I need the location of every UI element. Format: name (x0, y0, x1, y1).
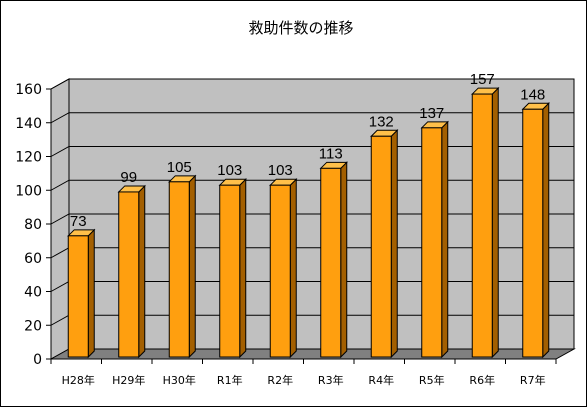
bar-side (542, 102, 550, 359)
gridline (50, 213, 574, 225)
bar-side (87, 228, 95, 359)
plot-area: 0 20 40 60 80 100 120 140 160 73 H28年 99 H29年 105 H30年… (15, 71, 576, 387)
data-label: 132 (369, 113, 394, 130)
data-label: 103 (268, 162, 293, 179)
y-tick-label: 40 (24, 285, 42, 301)
gridline (50, 146, 574, 157)
y-tick-label: 20 (24, 318, 42, 334)
bar (370, 135, 392, 358)
x-tick-label: R7年 (520, 373, 546, 387)
data-label: 73 (70, 213, 87, 230)
bar (168, 181, 190, 358)
data-label: 148 (520, 86, 545, 103)
bar-side (390, 129, 398, 359)
data-label: 99 (120, 169, 137, 186)
data-label: 105 (167, 159, 192, 176)
bar (522, 108, 544, 358)
y-tick-label: 160 (15, 82, 42, 98)
bar (269, 184, 291, 358)
x-tick-label: R6年 (469, 373, 495, 387)
bar-side (138, 184, 146, 359)
x-tick-label: H28年 (62, 373, 95, 387)
x-tick-label: R2年 (267, 373, 293, 387)
bar (421, 127, 443, 358)
bar-side (289, 177, 297, 359)
x-tick-label: H30年 (163, 373, 196, 387)
bar-side (491, 86, 499, 359)
y-tick-label: 120 (15, 150, 42, 166)
bar-side (188, 174, 196, 359)
data-label: 137 (419, 105, 444, 122)
chart-title: 救助件数の推移 (248, 19, 353, 37)
data-label: 157 (470, 71, 495, 88)
gridline (50, 112, 574, 124)
bar (219, 184, 241, 358)
x-tick-label: R1年 (217, 373, 243, 387)
y-tick-label: 140 (15, 116, 42, 132)
data-label: 103 (217, 162, 242, 179)
bar (320, 167, 342, 358)
bar-side (239, 177, 247, 359)
y-tick-label: 80 (24, 217, 42, 233)
bar (471, 93, 493, 358)
data-label: 113 (319, 145, 343, 162)
gridline (50, 78, 574, 90)
bar-side (340, 161, 348, 359)
y-tick-label: 100 (15, 183, 42, 199)
x-tick-label: H29年 (112, 373, 145, 387)
y-tick-label: 60 (24, 251, 42, 267)
bar-side (441, 120, 449, 359)
x-tick-label: R5年 (419, 373, 445, 387)
x-tick-label: R4年 (368, 373, 394, 387)
y-tick-label: 0 (33, 352, 42, 368)
bar (118, 191, 140, 358)
gridline (50, 179, 574, 191)
x-tick-label: R3年 (318, 373, 344, 387)
bar (67, 235, 89, 358)
